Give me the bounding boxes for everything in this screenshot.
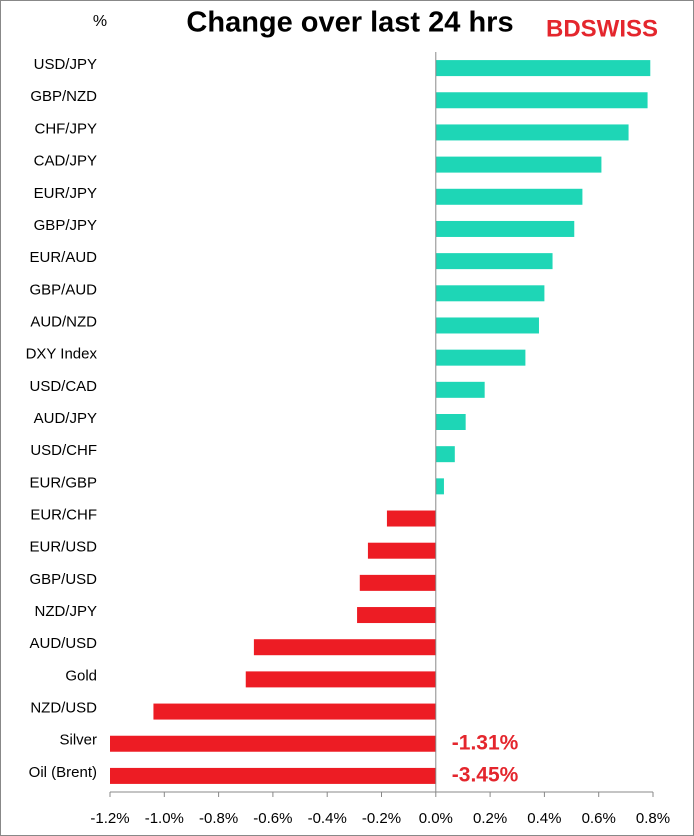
x-tick-label: -1.2% [90,810,129,827]
bar [110,767,436,784]
bar [367,542,436,559]
unit-label: % [93,13,107,30]
bar [435,60,651,77]
x-tick-label: 0.6% [582,810,616,827]
x-tick-label: -0.2% [362,810,401,827]
x-tick-label: 0.4% [527,810,561,827]
bar [435,188,583,205]
y-tick-label: EUR/CHF [30,506,97,523]
bar [110,735,436,752]
y-tick-label: NZD/JPY [34,603,97,620]
bar [357,607,436,624]
y-tick-label: AUD/NZD [30,313,97,330]
y-tick-label: Oil (Brent) [29,764,97,781]
bar [245,671,436,688]
y-tick-label: AUD/USD [29,635,97,652]
data-label: -1.31% [452,731,519,754]
bar [435,478,444,495]
y-tick-label: Silver [59,732,97,749]
y-tick-label: EUR/JPY [34,185,97,202]
bar [153,703,436,720]
y-tick-label: CHF/JPY [34,120,97,137]
bar [435,317,539,334]
y-tick-label: GBP/AUD [29,281,97,298]
y-tick-label: EUR/AUD [29,249,97,266]
y-tick-label: USD/CAD [29,378,97,395]
bar [253,639,436,656]
y-tick-label: GBP/JPY [34,217,97,234]
bar [435,349,526,366]
x-tick-label: 0.0% [419,810,453,827]
y-tick-label: GBP/NZD [30,88,97,105]
y-tick-label: NZD/USD [30,700,97,717]
logo: BDSWISS [546,15,658,42]
bar [386,510,436,527]
x-tick-label: -0.4% [308,810,347,827]
x-tick-label: -1.0% [145,810,184,827]
y-tick-label: DXY Index [26,346,98,363]
x-tick-label: -0.8% [199,810,238,827]
bar [435,446,455,463]
x-tick-label: 0.8% [636,810,670,827]
y-tick-label: USD/CHF [30,442,97,459]
y-tick-label: GBP/USD [29,571,97,588]
y-tick-label: AUD/JPY [34,410,97,427]
bar [435,285,545,302]
x-tick-label: 0.2% [473,810,507,827]
bar [435,124,629,141]
bar [435,414,466,430]
bar [435,92,648,109]
bar [435,253,553,270]
y-tick-label: CAD/JPY [34,153,97,170]
bar [359,574,436,591]
y-tick-label: EUR/GBP [29,474,97,491]
y-tick-label: EUR/USD [29,539,97,556]
data-label: -3.45% [452,763,519,786]
chart-title: Change over last 24 hrs [186,7,513,39]
bar [435,220,575,237]
bars [110,60,651,784]
bar [435,381,485,398]
y-tick-label: Gold [65,667,97,684]
y-tick-label: USD/JPY [34,56,97,73]
bar [435,156,602,173]
x-tick-label: -0.6% [253,810,292,827]
